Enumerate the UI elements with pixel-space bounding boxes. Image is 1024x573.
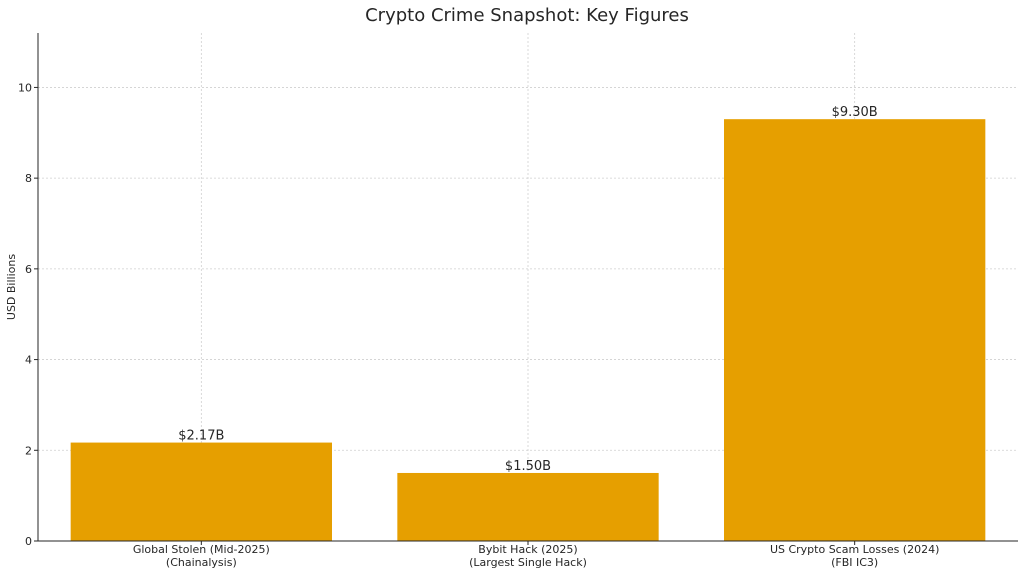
y-tick-label: 10	[18, 81, 32, 94]
labels-layer: $2.17B $1.50B $9.30B 0 2 4 6 8 10 Global Stolen (…	[18, 81, 939, 569]
bar	[70, 442, 333, 541]
bar-value-label: $2.17B	[178, 429, 224, 444]
x-tick-label: (Chainalysis)	[166, 556, 237, 569]
y-tick-label: 4	[25, 354, 32, 367]
axes-layer	[34, 33, 1018, 545]
x-tick-label: (FBI IC3)	[831, 556, 878, 569]
x-tick-label: US Crypto Scam Losses (2024)	[770, 543, 939, 556]
x-tick-label: Global Stolen (Mid-2025)	[133, 543, 270, 556]
x-tick-label: (Largest Single Hack)	[469, 556, 587, 569]
bar-value-label: $1.50B	[505, 459, 551, 474]
y-axis-label: USD Billions	[5, 254, 18, 320]
y-tick-label: 0	[25, 535, 32, 548]
bar-value-label: $9.30B	[832, 105, 878, 120]
x-tick-label: Bybit Hack (2025)	[478, 543, 577, 556]
bar	[397, 472, 659, 541]
y-tick-label: 6	[25, 263, 32, 276]
bars-layer	[70, 119, 986, 541]
y-tick-label: 8	[25, 172, 32, 185]
bar	[724, 119, 986, 541]
y-tick-label: 2	[25, 444, 32, 457]
chart-title: Crypto Crime Snapshot: Key Figures	[365, 5, 689, 26]
